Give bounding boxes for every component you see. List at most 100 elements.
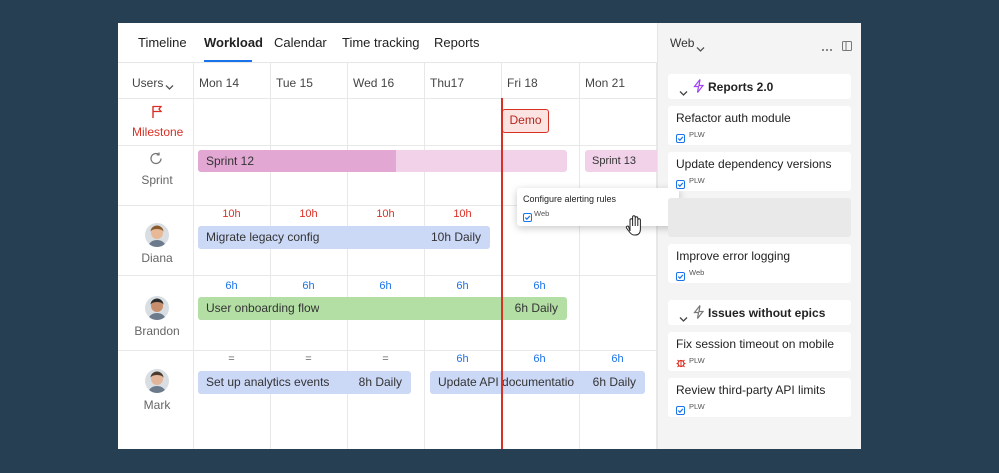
hours-label: 6h — [456, 280, 469, 292]
sprint-bar-done — [396, 150, 567, 172]
task-card[interactable] — [668, 152, 851, 191]
milestone-icon — [151, 105, 163, 119]
checkbox-icon — [676, 176, 685, 189]
hours-label: 10h — [453, 208, 472, 220]
task-bar[interactable]: Migrate legacy config 10h Daily — [198, 226, 490, 249]
column-divider — [656, 62, 657, 449]
hours-label: 10h — [222, 208, 241, 220]
chevron-svg — [679, 91, 688, 96]
task-card[interactable] — [668, 106, 851, 145]
user-filter[interactable]: Users — [132, 76, 164, 90]
panel-icon — [842, 38, 852, 51]
avatar — [145, 223, 169, 247]
hours-label: 6h — [379, 280, 392, 292]
item-title: Fix session timeout on mobile — [676, 337, 835, 351]
checkbox-icon — [523, 209, 532, 222]
chevron-svg — [696, 47, 705, 52]
task-bar[interactable]: User onboarding flow 6h Daily — [198, 297, 567, 320]
sprint-icon-svg — [150, 152, 162, 165]
group-icon — [693, 79, 705, 93]
tab[interactable]: Reports — [434, 35, 480, 50]
chevron — [165, 78, 174, 90]
task-bar[interactable]: Update API documentatio 6h Daily — [430, 371, 645, 394]
item-title: Review third-party API limits — [676, 383, 826, 397]
chevron — [679, 84, 688, 96]
task-bar[interactable]: Set up analytics events 8h Daily — [198, 371, 411, 394]
avatar-svg — [145, 223, 169, 247]
more-icon — [821, 40, 833, 51]
checkbox-icon-svg — [676, 134, 685, 143]
card-tag: Web — [534, 209, 550, 218]
row-divider — [118, 205, 657, 206]
chevron — [679, 310, 688, 322]
tab[interactable]: Timeline — [138, 35, 187, 50]
task-card[interactable] — [668, 378, 851, 417]
chevron — [696, 40, 705, 52]
hours-label: 6h — [533, 280, 546, 292]
task-card[interactable] — [668, 332, 851, 371]
cursor-icon-svg — [625, 215, 641, 236]
checkbox-icon-svg — [676, 406, 685, 415]
tab[interactable]: Workload — [204, 35, 263, 50]
card-title: Configure alerting rules — [523, 194, 617, 204]
checkbox-icon — [676, 402, 685, 415]
user-name: Diana — [141, 251, 173, 265]
chevron-svg — [679, 317, 688, 322]
day-header: Mon 14 — [199, 76, 240, 90]
sprint-bar[interactable]: Sprint 13 — [585, 150, 657, 172]
day-header: Mon 21 — [585, 76, 626, 90]
item-title: Refactor auth module — [676, 111, 791, 125]
tab-underline — [204, 60, 252, 62]
item-tag: PLW — [689, 130, 705, 139]
item-tag: PLW — [689, 176, 705, 185]
placeholder-slot — [668, 198, 851, 237]
user-name: Mark — [143, 398, 171, 412]
hours-label: = — [305, 353, 312, 365]
hours-label: 10h — [299, 208, 318, 220]
hours-label: = — [382, 353, 389, 365]
column-divider — [193, 62, 194, 449]
checkbox-icon-svg — [676, 272, 685, 281]
group-title: Reports 2.0 — [708, 80, 774, 94]
user-name: Brandon — [134, 324, 180, 338]
hours-label: 6h — [225, 280, 238, 292]
tab[interactable]: Time tracking — [342, 35, 420, 50]
app-window: Timeline Workload Calendar Time tracking Rep… — [118, 23, 861, 449]
drag-card[interactable]: Configure alerting rules — [517, 188, 679, 226]
task-daily: 6h Daily — [514, 301, 558, 315]
tabs-divider — [118, 62, 657, 63]
sprint-icon — [150, 152, 163, 165]
group-icon-svg — [693, 305, 705, 319]
cursor-icon — [624, 214, 642, 236]
item-tag: PLW — [689, 356, 705, 365]
day-header: Fri 18 — [507, 76, 538, 90]
hours-label: 10h — [376, 208, 395, 220]
day-header: Wed 16 — [353, 76, 395, 90]
hours-label: 6h — [456, 353, 469, 365]
task-card[interactable] — [668, 244, 851, 283]
today-line — [501, 98, 503, 449]
avatar-svg — [145, 296, 169, 320]
task-title: Update API documentatio — [438, 375, 575, 389]
avatar — [145, 369, 169, 393]
item-title: Update dependency versions — [676, 157, 832, 171]
sprint-bar[interactable]: Sprint 12 — [198, 150, 396, 172]
tab[interactable]: Calendar — [274, 35, 327, 50]
avatar-svg — [145, 369, 169, 393]
column-divider — [347, 62, 348, 449]
bug-icon-svg — [676, 359, 686, 368]
row-divider — [118, 275, 657, 276]
checkbox-icon-svg — [523, 213, 532, 222]
row-divider — [118, 145, 657, 146]
side-filter[interactable]: Web — [670, 36, 695, 50]
row-label: Sprint — [141, 173, 173, 187]
milestone-icon-svg — [152, 105, 163, 118]
more-icon-svg — [822, 49, 832, 51]
task-title: Migrate legacy config — [206, 230, 320, 244]
group-icon — [693, 305, 705, 319]
checkbox-icon — [676, 268, 685, 281]
hours-label: = — [228, 353, 235, 365]
column-divider — [270, 62, 271, 449]
milestone-marker[interactable]: Demo — [502, 109, 549, 133]
